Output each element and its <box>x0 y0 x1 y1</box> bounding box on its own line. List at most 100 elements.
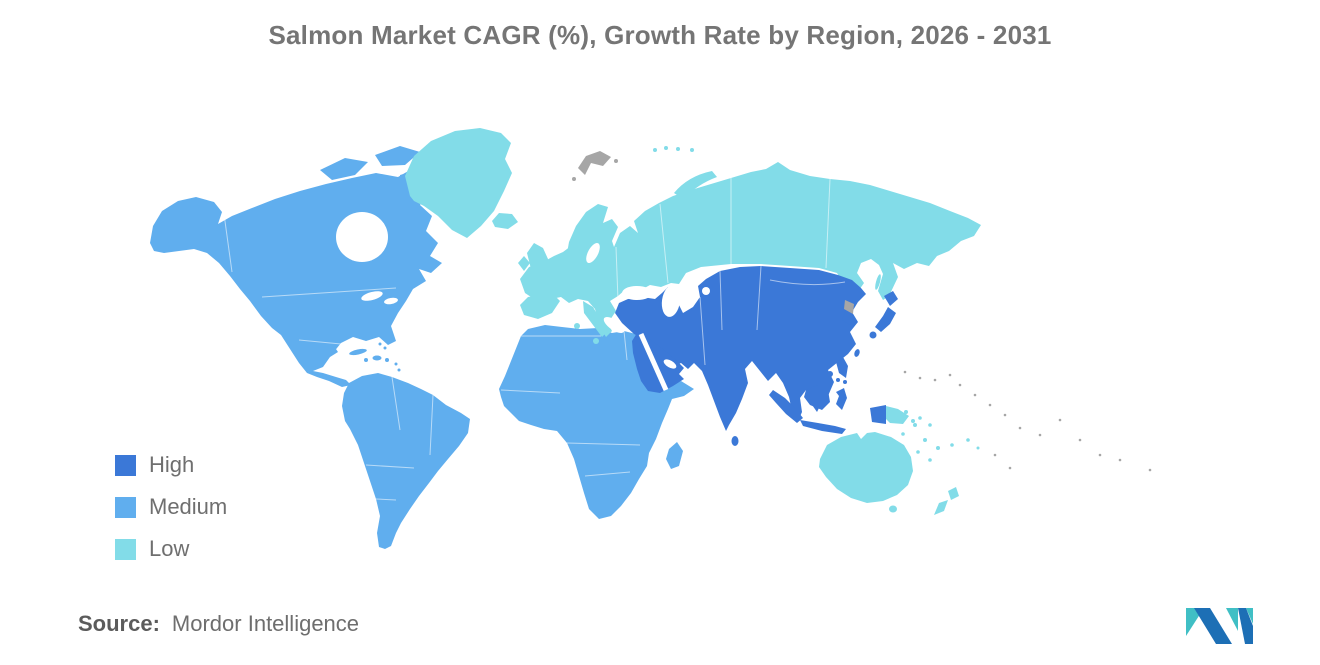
logo-teal-middle-triangle <box>1226 608 1238 631</box>
region-north-korea <box>844 300 854 314</box>
region-caribbean-island <box>397 368 401 372</box>
legend-swatch-high <box>115 454 136 476</box>
region-taiwan <box>854 349 860 357</box>
great-lakes <box>361 291 383 301</box>
region-pacific-island <box>913 423 917 427</box>
region-group-no-data <box>572 151 1152 472</box>
legend-swatch-low <box>115 538 136 560</box>
region-arctic-islands <box>320 158 368 180</box>
region-java <box>800 420 846 434</box>
country-borders <box>223 178 846 501</box>
region-sicily <box>593 338 599 344</box>
region-pacific-island-gray <box>1038 433 1042 437</box>
region-pacific-island <box>966 438 970 442</box>
region-tasmania <box>889 505 897 513</box>
region-caribbean-island <box>364 358 368 362</box>
region-sulawesi <box>836 388 847 410</box>
region-west-papua <box>870 405 886 424</box>
region-franz-josef <box>653 148 657 152</box>
region-iberia <box>520 293 560 319</box>
region-pacific-island-gray <box>933 378 937 382</box>
legend-label-high: High <box>149 452 195 477</box>
logo-blue-right-stroke <box>1238 608 1253 644</box>
region-japan-kyushu <box>869 331 877 339</box>
region-pacific-island-gray <box>1078 438 1082 442</box>
region-madagascar <box>666 442 683 469</box>
great-lakes <box>384 297 398 305</box>
region-arctic-islands <box>375 146 420 166</box>
region-hainan <box>827 371 833 377</box>
region-caribbean-island <box>378 342 382 346</box>
region-pacific-island <box>950 443 954 447</box>
region-novaya-zemlya <box>674 171 717 199</box>
region-pacific-island-gray <box>1003 413 1007 417</box>
region-japan-hokkaido <box>884 291 898 306</box>
hudson-bay <box>336 212 388 262</box>
region-new-zealand-south <box>934 500 948 515</box>
mordor-intelligence-logo <box>1186 608 1253 644</box>
region-pacific-island-gray <box>988 403 992 407</box>
region-caribbean-island <box>383 346 387 350</box>
region-pacific-island-gray <box>1008 466 1012 470</box>
region-europe-russia <box>520 162 981 337</box>
region-pacific-island-gray <box>1018 426 1022 430</box>
baltic-sea <box>586 243 600 263</box>
region-pacific-island <box>918 416 922 420</box>
region-pacific-island <box>911 419 915 423</box>
legend-swatch-medium <box>115 496 136 518</box>
red-sea <box>638 332 669 392</box>
persian-gulf <box>663 359 677 369</box>
region-franz-josef <box>676 147 680 151</box>
region-pacific-island-gray <box>948 373 952 377</box>
region-caribbean-island <box>385 358 389 362</box>
region-iceland <box>492 213 518 229</box>
region-papua-new-guinea <box>884 406 909 424</box>
water-bodies <box>336 212 710 392</box>
region-pacific-island-gray <box>1118 458 1122 462</box>
black-sea <box>622 286 652 300</box>
region-svalbard-island <box>572 177 576 181</box>
legend-label-low: Low <box>149 536 190 561</box>
region-pacific-island-gray <box>993 453 997 457</box>
region-sakhalin <box>875 274 881 290</box>
region-arctic-islands <box>355 185 390 202</box>
region-franz-josef <box>664 146 668 150</box>
region-pacific-island-gray <box>1058 418 1062 422</box>
source-label: Source: <box>78 611 160 636</box>
logo-teal-right-triangle <box>1246 608 1253 624</box>
region-philippines-island <box>836 378 840 382</box>
region-borneo <box>804 385 830 410</box>
region-pacific-island <box>916 450 920 454</box>
region-group-medium <box>150 146 694 549</box>
region-pacific-island-gray <box>958 383 962 387</box>
region-ireland <box>518 256 530 271</box>
region-pacific-island-gray <box>973 393 977 397</box>
region-pacific-island <box>928 458 932 462</box>
region-south-korea <box>842 312 853 325</box>
region-italy <box>583 301 608 337</box>
source-value: Mordor Intelligence <box>171 611 360 636</box>
region-franz-josef <box>690 148 694 152</box>
region-greenland <box>405 128 512 238</box>
region-sri-lanka <box>731 436 739 446</box>
legend-item-medium: Medium <box>115 494 227 520</box>
region-hispaniola <box>372 355 382 361</box>
legend-label-medium: Medium <box>149 494 228 519</box>
region-pacific-island-gray <box>918 376 922 380</box>
region-south-america <box>342 373 470 549</box>
region-svalbard-island <box>614 159 618 163</box>
region-sumatra <box>769 390 803 423</box>
chart-title: Salmon Market CAGR (%), Growth Rate by R… <box>268 20 1052 50</box>
region-philippines-island <box>843 380 847 384</box>
region-pacific-island <box>936 446 940 450</box>
source-line: Source: Mordor Intelligence <box>78 611 359 637</box>
region-philippines <box>836 357 848 378</box>
region-north-america <box>150 170 442 387</box>
region-sardinia <box>574 323 580 329</box>
region-pacific-island-gray <box>903 370 907 374</box>
legend-item-high: High <box>115 452 227 478</box>
region-group-low <box>405 128 981 515</box>
region-new-zealand-north <box>948 487 959 500</box>
